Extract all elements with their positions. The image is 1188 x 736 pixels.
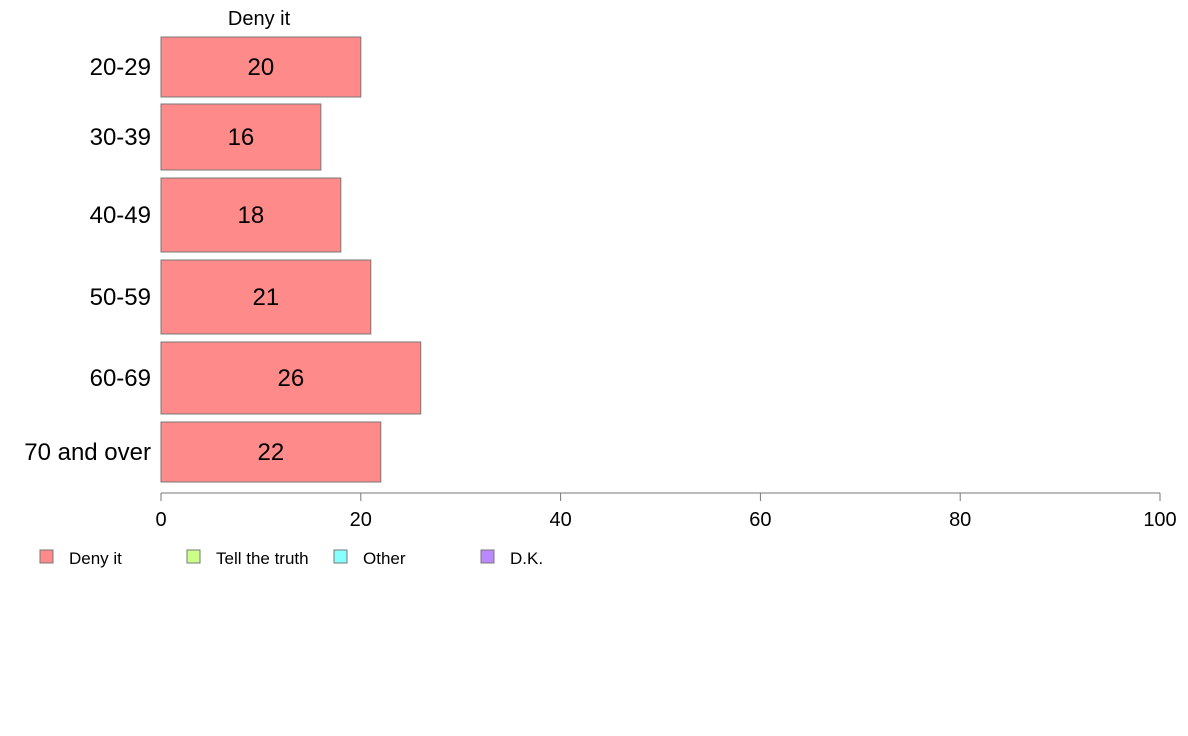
category-label: 30-39 (90, 124, 151, 151)
bars-group (160, 36, 422, 483)
x-tick-label: 20 (350, 509, 372, 531)
legend-swatch (333, 549, 348, 564)
bar-60-69 (160, 341, 422, 415)
x-tick-label: 80 (949, 509, 971, 531)
legend-label: Tell the truth (216, 549, 309, 568)
x-tick-label: 100 (1143, 509, 1176, 531)
bar-value-label: 20 (248, 54, 275, 81)
bar-value-label: 26 (278, 365, 305, 392)
bar-value-label: 22 (258, 439, 285, 466)
x-tick-label: 40 (549, 509, 571, 531)
legend-label: Deny it (69, 549, 122, 568)
bar-50-59 (160, 259, 372, 335)
legend-label: D.K. (510, 549, 543, 568)
bar-30-39 (160, 103, 322, 171)
bar-value-label: 16 (228, 124, 255, 151)
x-tick-label: 0 (155, 509, 166, 531)
category-label: 60-69 (90, 365, 151, 392)
category-label: 70 and over (24, 439, 151, 466)
legend-swatch (39, 549, 54, 564)
category-labels-group: 20-29 30-39 40-49 50-59 60-69 70 and over (24, 54, 151, 466)
panel-title: Deny it (228, 8, 291, 30)
x-axis: 0 20 40 60 80 100 (155, 492, 1177, 531)
bar-70-and-over (160, 421, 382, 483)
bar-value-label: 21 (253, 284, 280, 311)
bar-40-49 (160, 177, 342, 253)
bar-20-29 (160, 36, 362, 98)
bar-value-label: 18 (238, 202, 265, 229)
category-label: 50-59 (90, 284, 151, 311)
category-label: 40-49 (90, 202, 151, 229)
x-tick-label: 60 (749, 509, 771, 531)
legend-swatch (186, 549, 201, 564)
bar-labels-group: 20 16 18 21 26 22 (228, 54, 305, 466)
legend-swatch (480, 549, 495, 564)
legend: Deny it Tell the truth Other D.K. (39, 549, 543, 568)
legend-label: Other (363, 549, 406, 568)
category-label: 20-29 (90, 54, 151, 81)
